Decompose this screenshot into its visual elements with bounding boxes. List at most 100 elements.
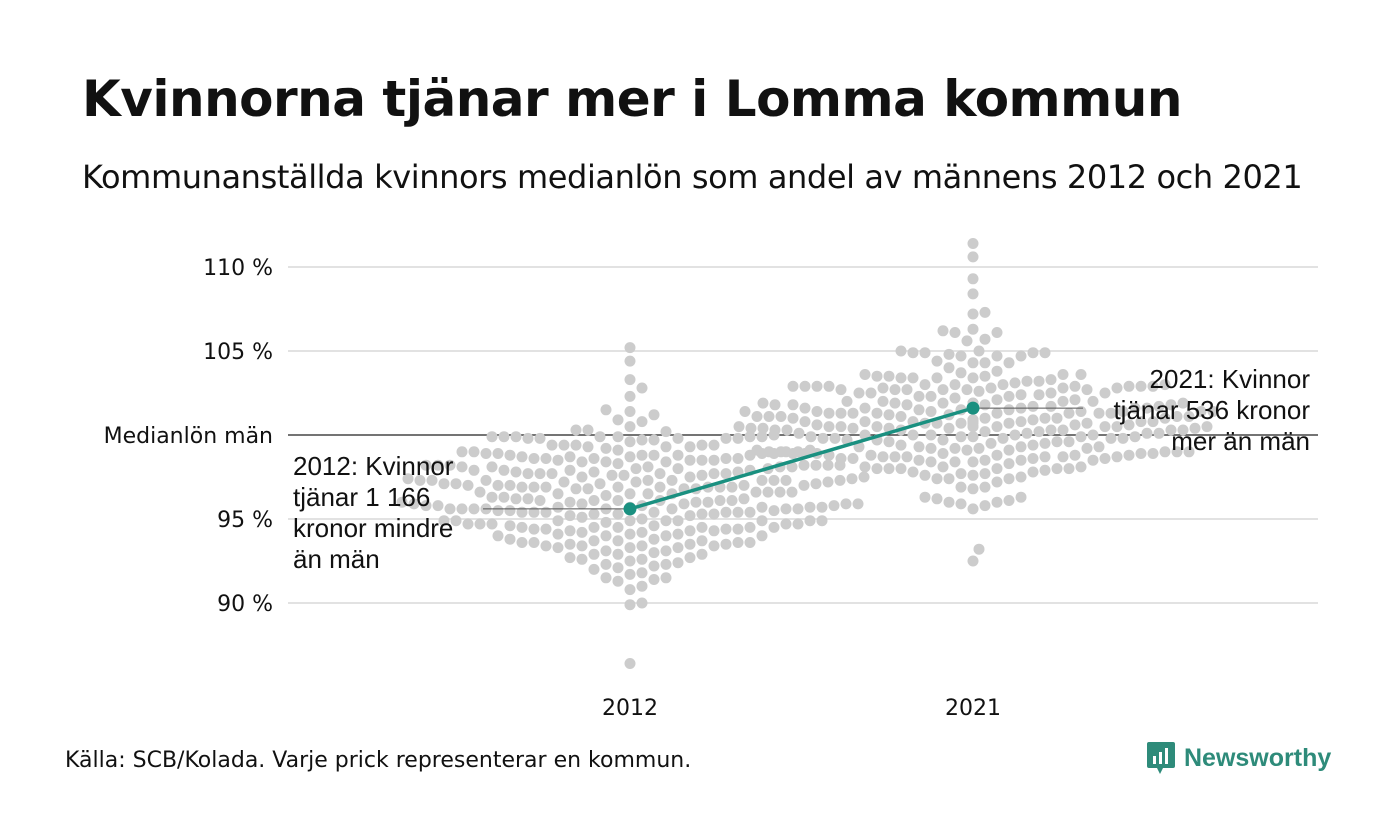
chart-title: Kvinnorna tjänar mer i Lomma kommun	[82, 70, 1182, 128]
municipality-dot	[847, 453, 859, 464]
municipality-dot	[564, 464, 576, 476]
highlight-layer	[483, 401, 1083, 516]
municipality-dot	[612, 562, 624, 574]
municipality-dot	[720, 453, 732, 464]
municipality-dot	[1147, 416, 1159, 428]
municipality-dot	[528, 453, 540, 464]
annotation-line: 2012: Kvinnor	[293, 451, 454, 481]
municipality-dot	[1207, 406, 1219, 417]
municipality-dot	[576, 511, 588, 523]
municipality-dot	[600, 456, 612, 468]
municipality-dot	[636, 597, 648, 609]
municipality-dot	[624, 390, 636, 402]
municipality-dot	[588, 466, 600, 478]
municipality-dot	[624, 515, 636, 527]
municipality-dot	[624, 599, 636, 611]
municipality-dot	[414, 474, 426, 486]
municipality-dot	[660, 515, 672, 527]
municipality-dot	[991, 327, 1003, 338]
municipality-dot	[516, 521, 528, 533]
municipality-dot	[1069, 419, 1081, 431]
municipality-dot	[943, 422, 955, 434]
municipality-dot	[648, 560, 660, 572]
municipality-dot	[763, 446, 775, 458]
municipality-dot	[1123, 380, 1135, 392]
municipality-dot	[937, 384, 949, 396]
municipality-dot	[672, 449, 684, 461]
municipality-dot	[600, 545, 612, 557]
municipality-dot	[600, 490, 612, 501]
municipality-dot	[756, 474, 768, 486]
municipality-dot	[792, 503, 804, 515]
municipality-dot	[1075, 369, 1087, 380]
municipality-dot	[780, 518, 792, 530]
municipality-dot	[720, 506, 732, 518]
municipality-dot	[660, 545, 672, 557]
municipality-dot	[708, 508, 720, 520]
municipality-dot	[540, 506, 552, 518]
municipality-dot	[1051, 463, 1063, 475]
municipality-dot	[865, 449, 877, 461]
municipality-dot	[1105, 407, 1117, 419]
municipality-dot	[636, 567, 648, 579]
municipality-dot	[1045, 387, 1057, 399]
municipality-dot	[708, 525, 720, 537]
municipality-dot	[1057, 451, 1069, 463]
municipality-dot	[576, 471, 588, 483]
municipality-dot	[871, 407, 883, 419]
municipality-dot	[612, 458, 624, 470]
municipality-dot	[1063, 463, 1075, 475]
municipality-dot	[624, 584, 636, 596]
municipality-dot	[762, 486, 774, 498]
y-tick-label: 110 %	[203, 256, 273, 281]
municipality-dot	[612, 575, 624, 587]
municipality-dot	[570, 424, 582, 436]
municipality-dot	[804, 501, 816, 513]
municipality-dot	[750, 486, 762, 498]
municipality-dot	[582, 441, 594, 453]
municipality-dot	[1063, 436, 1075, 448]
municipality-dot	[1027, 466, 1039, 478]
municipality-dot	[847, 422, 859, 434]
municipality-dot	[1141, 402, 1153, 414]
municipality-dot	[528, 481, 540, 493]
municipality-dot	[528, 506, 540, 518]
municipality-dot	[871, 463, 883, 475]
municipality-dot	[931, 372, 943, 384]
municipality-dot	[1153, 427, 1165, 439]
municipality-dot	[931, 473, 943, 485]
municipality-dot	[1141, 427, 1153, 439]
municipality-dot	[636, 416, 648, 428]
municipality-dot	[835, 421, 847, 433]
municipality-dot	[402, 473, 414, 485]
municipality-dot	[757, 397, 769, 409]
municipality-dot	[889, 384, 901, 396]
municipality-dot	[636, 580, 648, 592]
municipality-dot	[504, 449, 516, 461]
municipality-dot	[786, 486, 798, 498]
municipality-dot	[811, 380, 823, 392]
municipality-dot	[852, 498, 864, 510]
municipality-dot	[949, 379, 961, 391]
municipality-dot	[624, 488, 636, 500]
municipality-dot	[660, 530, 672, 542]
municipality-dot	[660, 456, 672, 468]
dots-layer	[396, 238, 1219, 669]
municipality-dot	[1081, 442, 1093, 454]
municipality-dot	[1057, 395, 1069, 407]
municipality-dot	[967, 251, 979, 263]
municipality-dot	[1201, 421, 1213, 433]
municipality-dot	[967, 288, 979, 300]
municipality-dot	[907, 466, 919, 478]
municipality-dot	[612, 535, 624, 547]
municipality-dot	[991, 449, 1003, 461]
municipality-dot	[1105, 432, 1117, 444]
municipality-dot	[738, 493, 750, 505]
municipality-dot	[678, 498, 690, 510]
municipality-dot	[1069, 394, 1081, 406]
municipality-dot	[588, 453, 600, 464]
municipality-dot	[654, 481, 666, 493]
municipality-dot	[853, 387, 865, 399]
municipality-dot	[744, 431, 756, 443]
municipality-dot	[931, 493, 943, 505]
